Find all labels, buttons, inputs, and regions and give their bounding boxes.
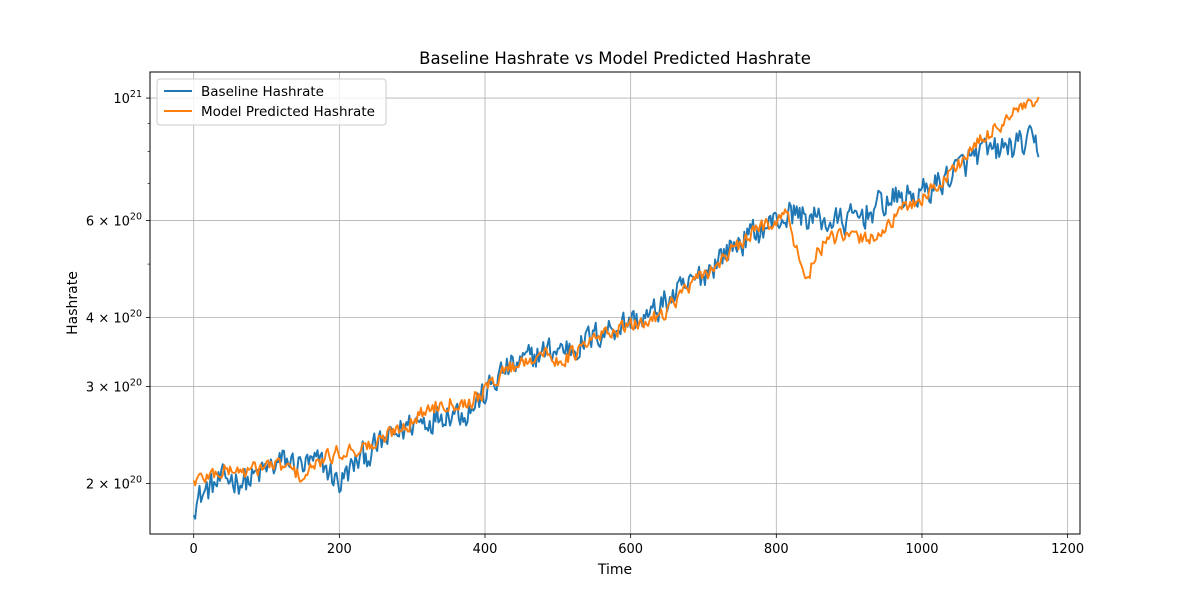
plot-frame [149, 71, 1081, 535]
legend-box [156, 78, 387, 126]
x-tick-label: 1000 [905, 542, 938, 557]
y-tick-label: 6 × 1020 [86, 211, 142, 229]
x-axis: 0 200 400 600 800 1000 1200 [190, 534, 1084, 557]
x-tick-label: 600 [618, 542, 643, 557]
y-tick-label: 1021 [113, 89, 142, 107]
x-tick-label: 800 [764, 542, 789, 557]
series-layer [192, 96, 1040, 520]
y-tick-label: 4 × 1020 [86, 309, 142, 327]
x-tick-label: 200 [327, 542, 352, 557]
grid [150, 72, 1080, 534]
y-tick-label: 2 × 1020 [86, 475, 142, 493]
x-tick-label: 400 [473, 542, 498, 557]
legend: Baseline Hashrate Model Predicted Hashra… [156, 78, 387, 126]
y-axis: 2 × 1020 3 × 1020 4 × 1020 6 × 1020 1021 [86, 89, 150, 493]
x-axis-label: Time [597, 562, 632, 578]
y-axis-label: Hashrate [65, 271, 81, 335]
model-predicted-hashrate-line [192, 96, 1040, 487]
legend-label-baseline: Baseline Hashrate [201, 84, 324, 100]
chart-title: Baseline Hashrate vs Model Predicted Has… [419, 49, 811, 68]
x-tick-label: 1200 [1051, 542, 1084, 557]
x-tick-label: 0 [190, 542, 198, 557]
legend-label-model: Model Predicted Hashrate [201, 104, 375, 120]
baseline-hashrate-line [192, 124, 1040, 520]
y-tick-label: 3 × 1020 [86, 377, 142, 395]
